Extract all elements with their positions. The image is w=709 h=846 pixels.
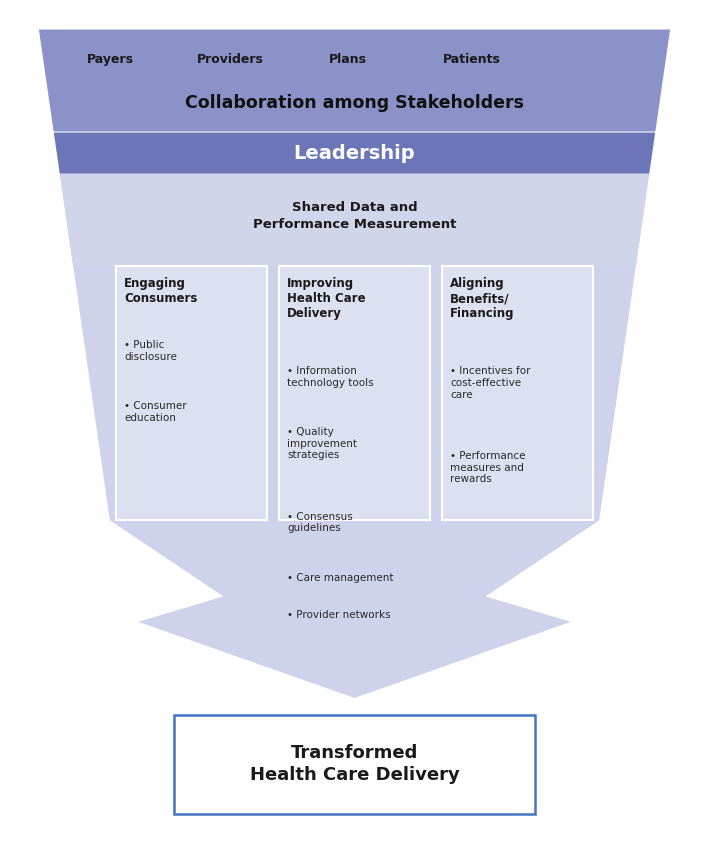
Text: Aligning
Benefits/
Financing: Aligning Benefits/ Financing bbox=[450, 277, 515, 321]
Text: Transformed
Health Care Delivery: Transformed Health Care Delivery bbox=[250, 744, 459, 784]
Text: Improving
Health Care
Delivery: Improving Health Care Delivery bbox=[287, 277, 366, 321]
Text: Providers: Providers bbox=[197, 52, 264, 66]
Polygon shape bbox=[60, 175, 649, 266]
Polygon shape bbox=[39, 30, 670, 698]
Text: • Consumer
education: • Consumer education bbox=[124, 401, 186, 423]
Text: Leadership: Leadership bbox=[294, 144, 415, 162]
Bar bbox=[279, 266, 430, 520]
Text: Plans: Plans bbox=[328, 52, 367, 66]
Text: Collaboration among Stakeholders: Collaboration among Stakeholders bbox=[185, 94, 524, 113]
Text: Payers: Payers bbox=[86, 52, 133, 66]
Text: • Care management: • Care management bbox=[287, 573, 393, 583]
Text: Engaging
Consumers: Engaging Consumers bbox=[124, 277, 197, 305]
Text: • Quality
improvement
strategies: • Quality improvement strategies bbox=[287, 427, 357, 460]
Polygon shape bbox=[54, 133, 655, 173]
Text: • Consensus
guidelines: • Consensus guidelines bbox=[287, 512, 353, 534]
Text: • Incentives for
cost-effective
care: • Incentives for cost-effective care bbox=[450, 366, 531, 399]
Text: Shared Data and
Performance Measurement: Shared Data and Performance Measurement bbox=[253, 201, 456, 231]
Bar bbox=[116, 266, 267, 520]
Text: • Provider networks: • Provider networks bbox=[287, 610, 391, 620]
Text: Patients: Patients bbox=[442, 52, 501, 66]
Polygon shape bbox=[39, 30, 670, 131]
Text: • Information
technology tools: • Information technology tools bbox=[287, 366, 374, 388]
Text: • Public
disclosure: • Public disclosure bbox=[124, 340, 177, 362]
Bar bbox=[174, 715, 535, 814]
Text: • Performance
measures and
rewards: • Performance measures and rewards bbox=[450, 451, 525, 484]
Bar bbox=[442, 266, 593, 520]
